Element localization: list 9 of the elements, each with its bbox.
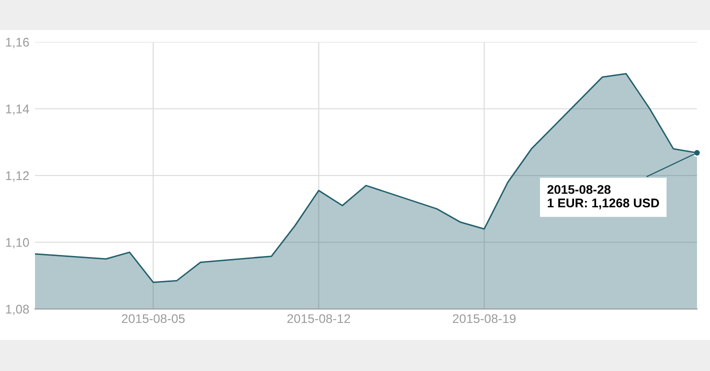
x-tick-label: 2015-08-19 [452, 314, 516, 324]
y-tick-label: 1,16 [6, 38, 29, 48]
x-tick-label: 2015-08-12 [287, 314, 350, 324]
annotation: 2015-08-28 1 EUR: 1,1268 USD [547, 185, 660, 210]
y-tick-label: 1,14 [6, 104, 30, 115]
y-tick-label: 1,08 [6, 304, 29, 316]
y-tick-label: 1,12 [6, 171, 29, 182]
x-tick-label: 2015-08-05 [122, 314, 185, 324]
y-tick-label: 1,10 [6, 238, 29, 248]
